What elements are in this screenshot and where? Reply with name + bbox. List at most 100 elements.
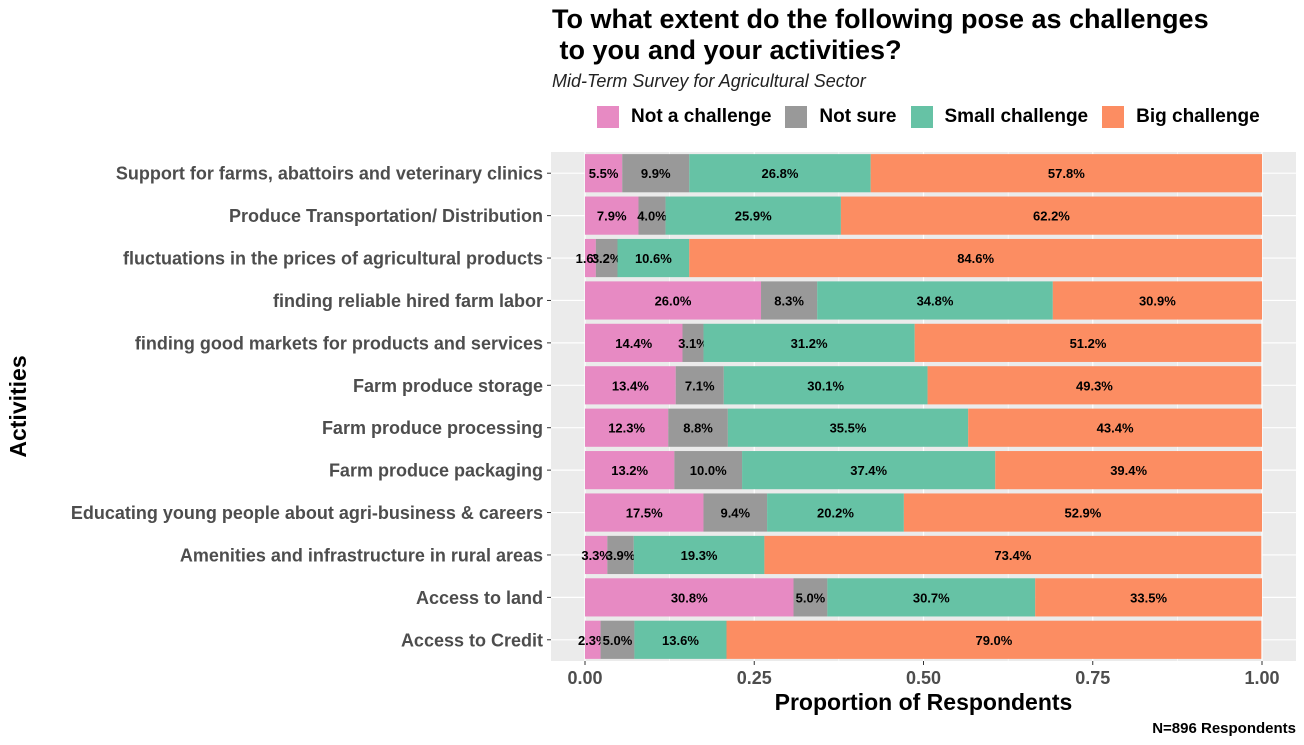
bar-small-challenge-produce-transportation-distribution [665,196,841,235]
bar-small-challenge-access-to-credit [634,620,727,659]
legend-label-big-challenge: Big challenge [1136,106,1260,127]
data-label: 52.9% [1064,506,1101,521]
y-tick-label: fluctuations in the prices of agricultur… [123,249,543,269]
data-label: 12.3% [608,421,645,436]
data-label: 33.5% [1130,590,1167,605]
bar-big-challenge-finding-good-markets-for-products-and-services [914,323,1262,362]
data-label: 26.0% [655,293,692,308]
y-tick-label: Access to Credit [401,630,543,650]
data-label: 7.1% [685,378,715,393]
chart-title-line-1: To what extent do the following pose as … [552,4,1209,34]
data-label: 37.4% [850,463,887,478]
legend-item-not-sure: Not sure [785,106,897,128]
data-label: 62.2% [1033,209,1070,224]
bar-not-a-challenge-farm-produce-storage [585,366,676,405]
data-label: 13.4% [612,378,649,393]
data-label: 25.9% [735,209,772,224]
bar-big-challenge-farm-produce-packaging [995,451,1262,490]
legend-item-big-challenge: Big challenge [1102,106,1260,128]
bar-not-a-challenge-finding-good-markets-for-products-and-services [585,323,683,362]
bar-not-sure-support-for-farms-abattoirs-and-veterinary-clinics [622,154,690,193]
data-label: 30.8% [671,590,708,605]
x-axis-title: Proportion of Respondents [775,689,1073,715]
bar-small-challenge-access-to-land [827,578,1036,617]
data-label: 19.3% [681,548,718,563]
bar-not-sure-amenities-and-infrastructure-in-rural-areas [607,535,634,575]
bar-big-challenge-farm-produce-storage [927,366,1262,405]
legend-swatch-not-a-challenge [597,106,619,128]
data-label: 30.1% [807,378,844,393]
legend-label-not-sure: Not sure [819,106,897,127]
x-tick-label: 0.50 [906,668,941,688]
x-tick-label: 0.25 [737,668,772,688]
data-label: 13.6% [662,633,699,648]
data-label: 9.4% [720,506,750,521]
x-tick-label: 1.00 [1244,668,1279,688]
y-tick-label: Amenities and infrastructure in rural ar… [180,545,543,565]
y-tick-label: Farm produce processing [322,418,543,438]
data-label: 43.4% [1097,421,1134,436]
data-label: 3.3% [581,548,611,563]
bar-not-sure-access-to-land [793,578,828,617]
data-label: 9.9% [641,166,671,181]
bar-not-a-challenge-support-for-farms-abattoirs-and-veterinary-clinics [585,154,623,193]
bar-not-a-challenge-amenities-and-infrastructure-in-rural-areas [585,535,608,575]
chart-title-line-2: to you and your activities? [552,35,902,65]
chart-caption: N=896 Respondents [1152,720,1296,737]
x-tick-label: 0.75 [1075,668,1110,688]
bar-big-challenge-produce-transportation-distribution [840,196,1262,235]
data-label: 73.4% [994,548,1031,563]
bar-small-challenge-fluctuations-in-the-prices-of-agricultural-products [617,238,690,278]
data-label: 79.0% [975,633,1012,648]
data-label: 57.8% [1048,166,1085,181]
y-tick-label: finding reliable hired farm labor [273,291,543,311]
y-tick-label: Farm produce packaging [329,461,543,481]
data-label: 2.3% [578,633,608,648]
bar-big-challenge-educating-young-people-about-agri-business-careers [903,493,1262,532]
data-label: 20.2% [817,506,854,521]
data-label: 84.6% [957,251,994,266]
data-label: 51.2% [1070,336,1107,351]
data-label: 3.2% [592,251,622,266]
data-label: 3.9% [606,548,636,563]
data-label: 39.4% [1110,463,1147,478]
bar-not-a-challenge-produce-transportation-distribution [585,196,639,235]
bar-not-sure-farm-produce-packaging [674,451,743,490]
bar-small-challenge-farm-produce-packaging [742,451,996,490]
bar-small-challenge-amenities-and-infrastructure-in-rural-areas [633,535,765,575]
bar-small-challenge-farm-produce-processing [727,408,969,447]
data-label: 10.0% [690,463,727,478]
bar-small-challenge-farm-produce-storage [723,366,928,405]
bar-small-challenge-educating-young-people-about-agri-business-careers [767,493,904,532]
data-label: 5.0% [603,633,633,648]
bar-not-a-challenge-farm-produce-packaging [585,451,675,490]
bar-small-challenge-finding-good-markets-for-products-and-services [703,323,915,362]
y-tick-label: Support for farms, abattoirs and veterin… [116,164,543,184]
bar-not-a-challenge-access-to-credit [585,620,601,659]
data-label: 49.3% [1076,378,1113,393]
data-label: 35.5% [830,421,867,436]
data-label: 3.1% [678,336,708,351]
data-label: 14.4% [615,336,652,351]
bar-not-a-challenge-farm-produce-processing [585,408,669,447]
legend-item-small-challenge: Small challenge [910,106,1088,128]
bar-big-challenge-farm-produce-processing [968,408,1262,447]
legend-label-not-a-challenge: Not a challenge [631,106,772,127]
legend-item-not-a-challenge: Not a challenge [597,106,771,128]
bar-not-a-challenge-fluctuations-in-the-prices-of-agricultural-products [585,238,596,278]
bar-small-challenge-finding-reliable-hired-farm-labor [817,281,1053,320]
y-tick-label: finding good markets for products and se… [135,333,543,353]
bar-big-challenge-fluctuations-in-the-prices-of-agricultural-products [689,238,1262,278]
bar-small-challenge-support-for-farms-abattoirs-and-veterinary-clinics [689,154,871,193]
data-label: 34.8% [917,293,954,308]
bar-not-sure-farm-produce-processing [668,408,728,447]
y-tick-label: Produce Transportation/ Distribution [229,206,543,226]
bar-not-sure-finding-reliable-hired-farm-labor [761,281,818,320]
bar-big-challenge-amenities-and-infrastructure-in-rural-areas [764,535,1262,575]
x-tick-label: 0.00 [567,668,602,688]
chart-subtitle: Mid-Term Survey for Agricultural Sector [552,71,866,91]
y-axis-title: Activities [5,355,31,457]
y-tick-label: Access to land [416,588,543,608]
bar-not-sure-finding-good-markets-for-products-and-services [682,323,704,362]
